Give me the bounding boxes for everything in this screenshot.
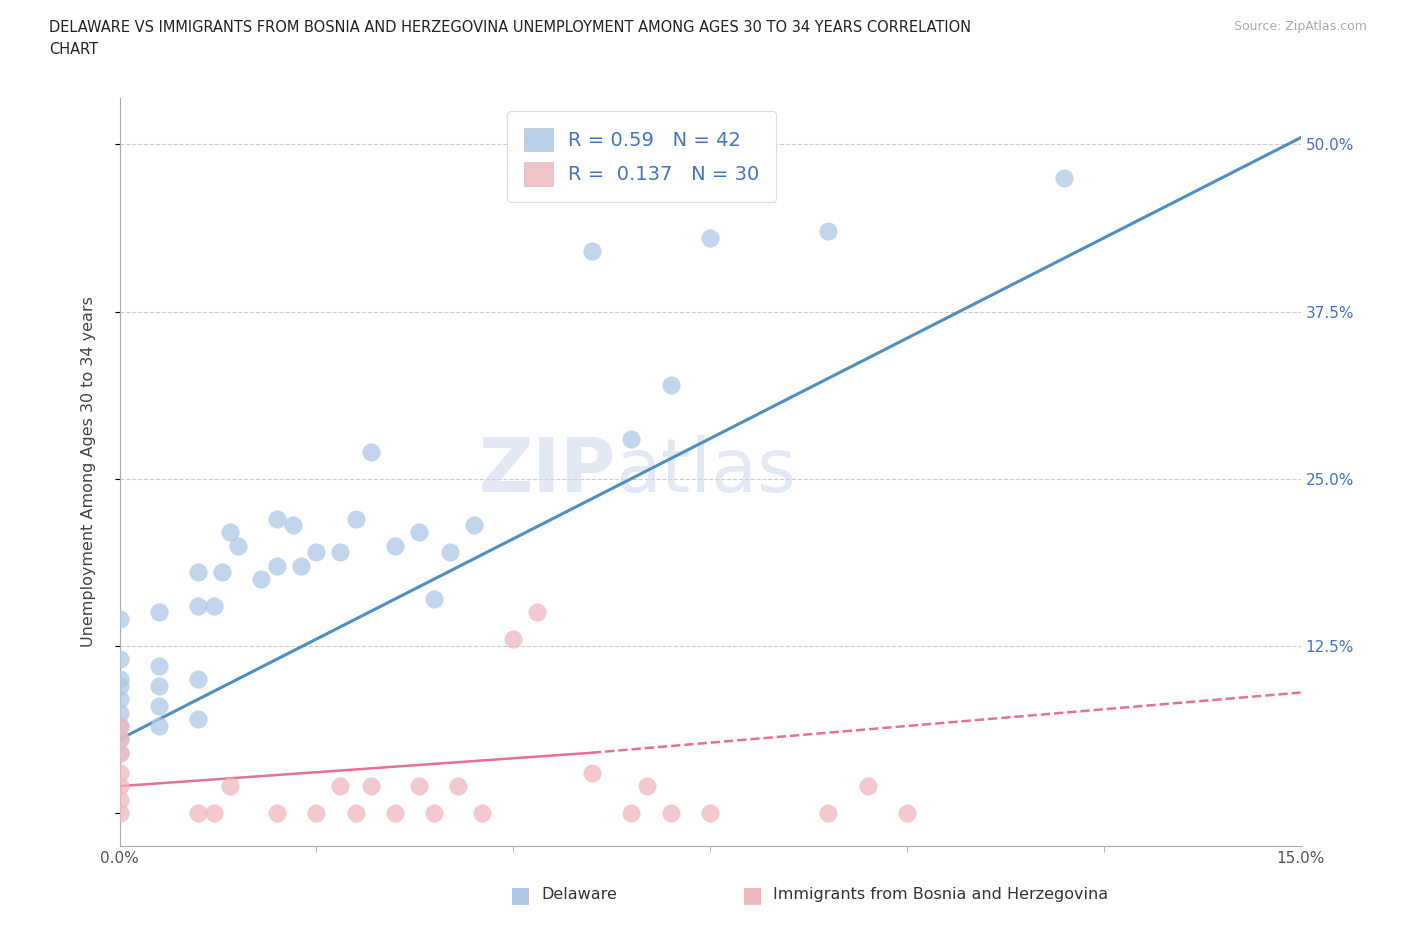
Text: DELAWARE VS IMMIGRANTS FROM BOSNIA AND HERZEGOVINA UNEMPLOYMENT AMONG AGES 30 TO: DELAWARE VS IMMIGRANTS FROM BOSNIA AND H… — [49, 20, 972, 35]
Point — [526, 604, 548, 619]
Y-axis label: Unemployment Among Ages 30 to 34 years: Unemployment Among Ages 30 to 34 years — [82, 297, 96, 647]
Point — [108, 612, 131, 627]
Point — [290, 558, 312, 573]
Point — [266, 805, 288, 820]
Point — [620, 805, 643, 820]
Point — [108, 745, 131, 760]
Point — [187, 598, 209, 613]
Legend: R = 0.59   N = 42, R =  0.137   N = 30: R = 0.59 N = 42, R = 0.137 N = 30 — [508, 111, 776, 203]
Point — [218, 525, 240, 539]
Point — [108, 732, 131, 747]
Text: ■: ■ — [742, 884, 762, 905]
Point — [360, 778, 382, 793]
Point — [250, 571, 273, 587]
Point — [659, 378, 682, 392]
Point — [187, 805, 209, 820]
Point — [108, 692, 131, 707]
Point — [896, 805, 918, 820]
Point — [108, 792, 131, 807]
Point — [211, 565, 233, 579]
Text: ■: ■ — [510, 884, 530, 905]
Point — [108, 671, 131, 686]
Point — [423, 591, 446, 606]
Point — [329, 545, 352, 560]
Text: Delaware: Delaware — [541, 887, 617, 902]
Point — [439, 545, 461, 560]
Point — [699, 231, 721, 246]
Text: Source: ZipAtlas.com: Source: ZipAtlas.com — [1233, 20, 1367, 33]
Point — [148, 698, 170, 713]
Point — [305, 805, 328, 820]
Point — [305, 545, 328, 560]
Point — [187, 671, 209, 686]
Point — [148, 604, 170, 619]
Point — [636, 778, 658, 793]
Point — [423, 805, 446, 820]
Point — [447, 778, 470, 793]
Point — [281, 518, 304, 533]
Point — [108, 719, 131, 734]
Point — [1053, 170, 1076, 185]
Point — [384, 538, 406, 553]
Text: atlas: atlas — [616, 435, 797, 509]
Point — [266, 512, 288, 526]
Point — [187, 565, 209, 579]
Point — [502, 631, 524, 646]
Point — [108, 652, 131, 667]
Point — [108, 745, 131, 760]
Text: CHART: CHART — [49, 42, 98, 57]
Point — [187, 711, 209, 726]
Point — [408, 778, 430, 793]
Point — [108, 719, 131, 734]
Point — [581, 244, 603, 259]
Point — [202, 598, 225, 613]
Point — [148, 658, 170, 673]
Point — [408, 525, 430, 539]
Point — [699, 805, 721, 820]
Point — [266, 558, 288, 573]
Point — [226, 538, 249, 553]
Point — [218, 778, 240, 793]
Point — [856, 778, 879, 793]
Point — [659, 805, 682, 820]
Point — [202, 805, 225, 820]
Point — [360, 445, 382, 459]
Point — [148, 719, 170, 734]
Point — [108, 732, 131, 747]
Point — [108, 765, 131, 780]
Point — [108, 778, 131, 793]
Point — [581, 765, 603, 780]
Point — [108, 679, 131, 694]
Point — [344, 805, 367, 820]
Point — [344, 512, 367, 526]
Point — [329, 778, 352, 793]
Point — [620, 432, 643, 446]
Point — [148, 679, 170, 694]
Text: ZIP: ZIP — [478, 435, 616, 509]
Point — [471, 805, 494, 820]
Point — [817, 805, 839, 820]
Text: Immigrants from Bosnia and Herzegovina: Immigrants from Bosnia and Herzegovina — [773, 887, 1108, 902]
Point — [463, 518, 485, 533]
Point — [108, 705, 131, 720]
Point — [384, 805, 406, 820]
Point — [817, 224, 839, 239]
Point — [108, 805, 131, 820]
